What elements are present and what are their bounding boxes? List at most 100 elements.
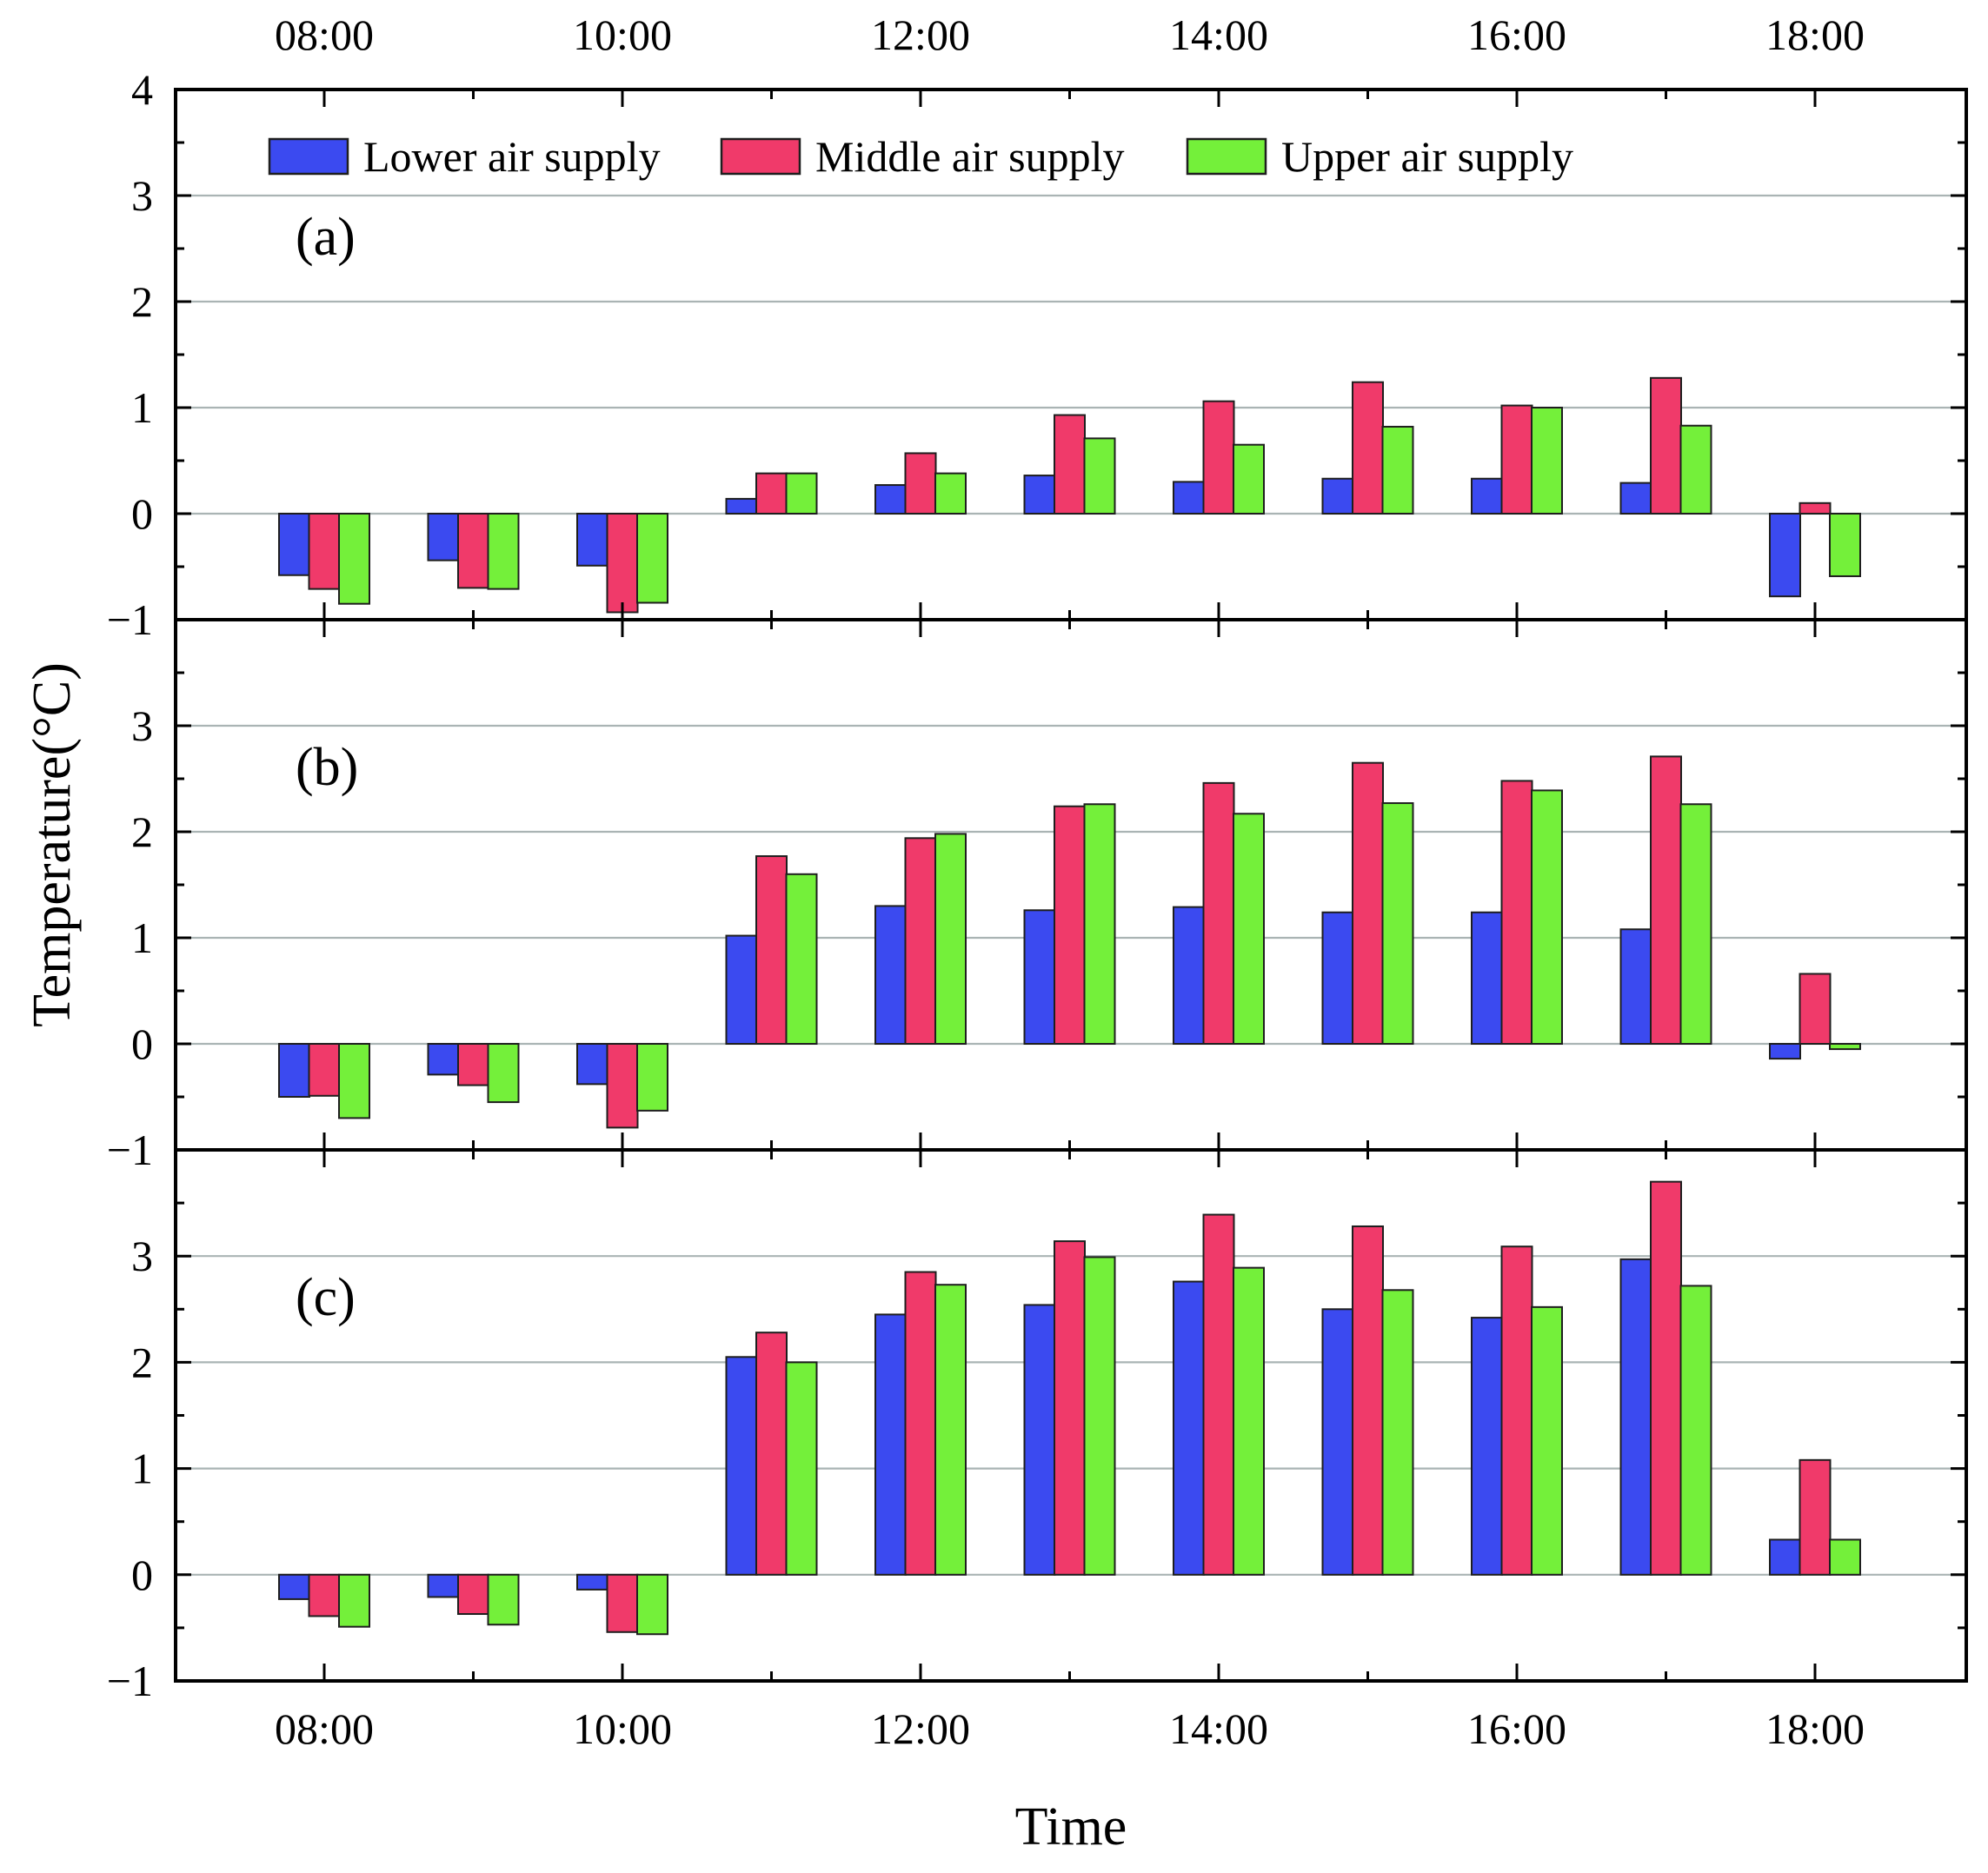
bar-lower-1400	[1173, 1280, 1205, 1576]
legend-label: Lower air supply	[363, 132, 661, 181]
y-tick-label: 0	[131, 1551, 153, 1599]
bar-upper-0900	[487, 1573, 520, 1626]
y-tick-label: 2	[131, 807, 153, 856]
bar-lower-1200	[874, 484, 907, 515]
bar-middle-1100	[755, 1332, 788, 1576]
bar-lower-0800	[278, 1573, 310, 1600]
bar-lower-1700	[1619, 482, 1652, 515]
panel-b: −1 0 1 2 3 (b)	[107, 618, 1968, 1174]
bar-upper-1300	[1083, 803, 1116, 1046]
legend: Lower air supply Middle air supply Upper a…	[268, 132, 1573, 181]
bar-upper-1100	[785, 1361, 818, 1576]
panel-label: (a)	[296, 208, 356, 267]
bar-upper-1700	[1679, 424, 1712, 515]
y-tick-label: 2	[131, 1338, 153, 1386]
bar-upper-1200	[934, 1284, 967, 1576]
bar-lower-1100	[725, 497, 758, 515]
panel-label: (c)	[296, 1268, 356, 1327]
x-tick-label-top: 10:00	[573, 10, 672, 59]
bar-upper-1400	[1233, 443, 1265, 515]
x-tick-label-bottom: 18:00	[1765, 1704, 1865, 1753]
bar-middle-1800	[1799, 1458, 1832, 1576]
bar-lower-1000	[576, 1043, 608, 1086]
y-tick-label: 3	[131, 1232, 153, 1280]
legend-swatch	[1186, 137, 1267, 176]
bar-middle-1100	[755, 855, 788, 1045]
y-tick-label: −1	[107, 1657, 153, 1705]
legend-swatch	[268, 137, 349, 176]
bar-upper-1600	[1531, 1305, 1563, 1576]
bar-upper-1500	[1381, 425, 1414, 515]
panel-label: (b)	[296, 738, 358, 797]
bar-upper-1200	[934, 472, 967, 515]
bar-lower-1800	[1769, 1043, 1801, 1060]
bar-lower-1300	[1023, 909, 1056, 1046]
bar-lower-1000	[576, 513, 608, 567]
bar-middle-1600	[1500, 1245, 1533, 1576]
bar-middle-1500	[1352, 1225, 1384, 1576]
bar-middle-0800	[308, 513, 341, 590]
y-tick-label: −1	[107, 1126, 153, 1174]
bar-lower-1800	[1769, 1538, 1801, 1576]
bar-lower-1100	[725, 1356, 758, 1576]
bar-lower-1100	[725, 934, 758, 1046]
bar-upper-1600	[1531, 407, 1563, 515]
y-tick-label: 4	[131, 65, 153, 114]
bar-lower-0900	[427, 513, 460, 561]
bar-lower-1300	[1023, 475, 1056, 515]
bar-upper-1100	[785, 472, 818, 515]
bar-lower-0900	[427, 1573, 460, 1598]
y-axis-title: Temperature(°C)	[23, 662, 82, 1027]
bar-lower-1800	[1769, 513, 1801, 598]
panel-c: −1 0 1 2 3 (c)	[107, 1148, 1968, 1705]
bar-middle-0800	[308, 1043, 341, 1097]
bar-middle-1600	[1500, 780, 1533, 1045]
x-axis-title: Time	[1015, 1797, 1127, 1856]
bar-middle-1400	[1202, 781, 1235, 1045]
bar-lower-1700	[1619, 1258, 1652, 1576]
bar-upper-1400	[1233, 813, 1265, 1045]
bar-middle-1000	[606, 1043, 639, 1129]
x-tick-label-top: 14:00	[1169, 10, 1268, 59]
bar-middle-1700	[1650, 755, 1682, 1045]
legend-label: Upper air supply	[1281, 132, 1573, 181]
bar-middle-1300	[1054, 1240, 1086, 1576]
bar-upper-1500	[1381, 802, 1414, 1045]
bar-middle-1200	[904, 837, 937, 1045]
legend-swatch	[720, 137, 801, 176]
bar-middle-1200	[904, 452, 937, 515]
bar-lower-1000	[576, 1573, 608, 1591]
bar-middle-1000	[606, 1573, 639, 1633]
bar-middle-1400	[1202, 400, 1235, 515]
x-axis-layer: 08:00 08:00 10:00 10:00 12:00 12:00 14:00 14:00…	[275, 10, 1865, 1753]
bar-lower-1300	[1023, 1304, 1056, 1576]
bar-upper-1800	[1829, 1538, 1861, 1576]
bar-lower-1600	[1471, 477, 1503, 515]
panels-layer: −1 0 1 2 3 4 (a) −1 0 1 2 3 (b) −1 0 1 2 3 (c)	[107, 65, 1968, 1705]
x-tick-label-bottom: 08:00	[275, 1704, 374, 1753]
bar-lower-1200	[874, 1313, 907, 1576]
x-tick-label-top: 12:00	[871, 10, 970, 59]
bar-upper-1000	[636, 513, 668, 604]
legend-label: Middle air supply	[815, 132, 1125, 181]
bar-upper-1000	[636, 1573, 668, 1636]
y-tick-label: 1	[131, 383, 153, 432]
bar-middle-1700	[1650, 1180, 1682, 1576]
y-tick-label: 3	[131, 701, 153, 750]
bar-middle-0900	[457, 1043, 489, 1086]
bar-upper-1200	[934, 833, 967, 1045]
bar-lower-0800	[278, 1043, 310, 1098]
bar-upper-1700	[1679, 803, 1712, 1046]
bar-upper-0900	[487, 1043, 520, 1104]
bar-lower-0800	[278, 513, 310, 576]
y-tick-label: 1	[131, 913, 153, 962]
bar-lower-1600	[1471, 1317, 1503, 1576]
bar-lower-1500	[1321, 1308, 1354, 1576]
x-tick-label-top: 08:00	[275, 10, 374, 59]
bar-middle-1300	[1054, 414, 1086, 515]
panel-a: −1 0 1 2 3 4 (a)	[107, 65, 1968, 644]
bar-upper-1400	[1233, 1266, 1265, 1576]
bar-upper-1100	[785, 873, 818, 1045]
bar-upper-0800	[338, 1573, 370, 1628]
